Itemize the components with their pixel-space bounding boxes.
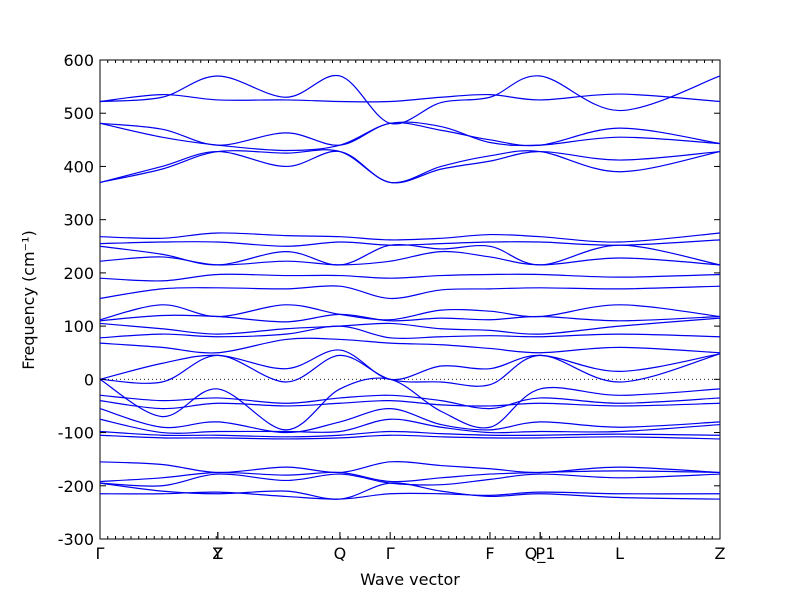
band-line-5 <box>99 74 721 125</box>
band-line-7 <box>99 232 721 243</box>
x-tick-label: Γ <box>96 544 105 563</box>
x-axis-label: Wave vector <box>360 570 460 589</box>
band-line-2 <box>99 121 721 152</box>
band-line-10 <box>99 250 721 266</box>
band-line-17 <box>99 337 721 354</box>
x-tick-label: Y <box>212 544 223 563</box>
band-line-21 <box>99 394 721 410</box>
band-line-27 <box>99 461 721 474</box>
band-line-25 <box>99 430 721 438</box>
band-line-20 <box>99 377 721 431</box>
y-tick-label: 600 <box>63 51 94 70</box>
x-tick-label: Γ <box>386 544 395 563</box>
x-tick-label: F <box>485 544 494 563</box>
x-tick-label: Z <box>715 544 726 563</box>
y-axis-label: Frequency (cm⁻¹) <box>19 230 38 369</box>
x-tick-label: Q_1 <box>525 544 556 564</box>
x-tick-label: P <box>535 544 545 563</box>
band-line-3 <box>99 150 721 184</box>
band-line-24 <box>99 418 721 434</box>
band-line-31 <box>99 482 721 500</box>
y-tick-label: -100 <box>58 424 94 443</box>
band-line-12 <box>99 285 721 300</box>
band-line-4 <box>99 149 721 184</box>
band-line-11 <box>99 273 721 282</box>
x-tick-label: Z <box>212 544 223 563</box>
y-tick-label: -300 <box>58 530 94 549</box>
x-axis-ticks: Γ YZ Q Γ F PQ_1 L Z <box>96 60 726 564</box>
band-line-13 <box>99 304 721 321</box>
y-tick-label: 300 <box>63 211 94 230</box>
band-line-28 <box>99 470 721 483</box>
band-line-14 <box>99 313 721 323</box>
band-line-22 <box>99 400 721 410</box>
y-tick-label: 0 <box>84 370 94 389</box>
y-tick-label: -200 <box>58 477 94 496</box>
x-tick-label: L <box>615 544 624 563</box>
y-tick-label: 400 <box>63 157 94 176</box>
band-line-6 <box>99 93 721 103</box>
band-line-16 <box>99 325 721 340</box>
band-line-30 <box>99 491 721 500</box>
y-tick-label: 500 <box>63 104 94 123</box>
band-line-26 <box>99 434 721 440</box>
band-line-15 <box>99 317 721 335</box>
band-line-23 <box>99 408 721 434</box>
band-line-19 <box>99 353 721 387</box>
phonon-bands <box>99 74 721 500</box>
y-tick-label: 100 <box>63 317 94 336</box>
y-axis-ticks: -300 -200 -100 0 100 200 300 400 500 600 <box>58 51 720 549</box>
x-tick-label: Q <box>334 544 347 563</box>
y-tick-label: 200 <box>63 264 94 283</box>
